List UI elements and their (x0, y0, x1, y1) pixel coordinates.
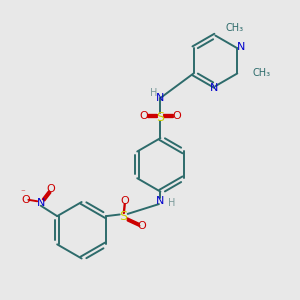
Text: N: N (156, 93, 165, 103)
Text: N: N (210, 82, 218, 93)
Text: ⁻: ⁻ (20, 188, 25, 197)
Text: O: O (22, 195, 30, 205)
Text: S: S (156, 111, 164, 124)
Text: S: S (119, 210, 127, 224)
Text: N: N (156, 196, 165, 206)
Text: H: H (168, 199, 176, 208)
Text: O: O (47, 184, 56, 194)
Text: O: O (137, 221, 146, 231)
Text: O: O (120, 196, 129, 206)
Text: N: N (37, 198, 45, 208)
Text: CH₃: CH₃ (252, 68, 270, 79)
Text: O: O (172, 111, 181, 121)
Text: N: N (237, 42, 245, 52)
Text: H: H (150, 88, 158, 98)
Text: CH₃: CH₃ (226, 23, 244, 33)
Text: O: O (140, 111, 148, 121)
